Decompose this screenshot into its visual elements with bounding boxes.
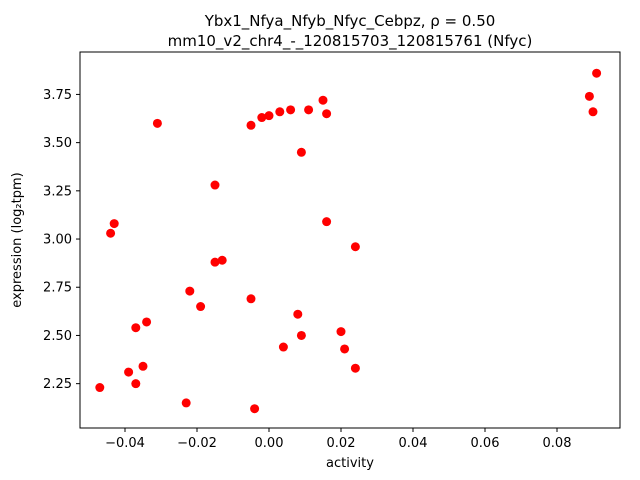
y-tick-label: 3.75	[43, 88, 72, 103]
data-point	[138, 361, 148, 371]
y-tick-label: 2.25	[43, 377, 72, 392]
data-point	[264, 111, 274, 121]
data-point	[250, 404, 260, 414]
y-tick-label: 2.75	[43, 281, 72, 296]
data-point	[318, 95, 328, 105]
chart-subtitle: mm10_v2_chr4_-_120815703_120815761 (Nfyc…	[168, 32, 533, 51]
data-point	[95, 383, 105, 393]
data-point	[106, 228, 116, 238]
data-point	[584, 91, 594, 101]
data-point	[286, 105, 296, 115]
x-tick-label: −0.02	[177, 436, 217, 451]
data-point	[246, 120, 256, 130]
data-point	[152, 118, 162, 128]
x-tick-label: 0.04	[399, 436, 428, 451]
x-tick-label: 0.06	[471, 436, 500, 451]
y-tick-label: 3.00	[43, 233, 72, 248]
scatter-points	[95, 68, 602, 414]
data-point	[131, 323, 141, 333]
data-point	[217, 255, 227, 265]
data-point	[304, 105, 314, 115]
data-point	[196, 302, 206, 312]
y-tick-label: 3.25	[43, 184, 72, 199]
x-axis-label: activity	[326, 456, 374, 471]
data-point	[336, 327, 346, 337]
data-point	[588, 107, 598, 117]
y-tick-label: 2.50	[43, 329, 72, 344]
data-point	[340, 344, 350, 354]
data-point	[350, 242, 360, 252]
data-point	[185, 286, 195, 296]
data-point	[131, 379, 141, 389]
data-point	[210, 180, 220, 190]
data-point	[257, 113, 267, 123]
data-point	[275, 107, 285, 117]
x-tick-label: −0.04	[105, 436, 145, 451]
axis-ticks: −0.04 −0.02 0.00 0.02 0.04 0.06 0.08 2.25 2.50 2.…	[43, 88, 571, 451]
x-tick-label: 0.08	[543, 436, 572, 451]
x-tick-label: 0.02	[327, 436, 356, 451]
data-point	[322, 217, 332, 227]
data-point	[322, 109, 332, 119]
data-point	[296, 330, 306, 340]
y-tick-label: 3.50	[43, 136, 72, 151]
data-point	[142, 317, 152, 327]
data-point	[592, 68, 602, 78]
data-point	[296, 147, 306, 157]
y-axis-label: expression (log₂tpm)	[10, 172, 25, 307]
axes-box	[79, 51, 621, 429]
data-point	[109, 219, 119, 229]
data-point	[181, 398, 191, 408]
data-point	[246, 294, 256, 304]
chart-title: Ybx1_Nfya_Nfyb_Nfyc_Cebpz, ρ = 0.50	[204, 12, 496, 31]
data-point	[293, 309, 303, 319]
x-tick-label: 0.00	[255, 436, 284, 451]
data-point	[210, 257, 220, 267]
data-point	[278, 342, 288, 352]
data-point	[350, 363, 360, 373]
data-point	[124, 367, 134, 377]
